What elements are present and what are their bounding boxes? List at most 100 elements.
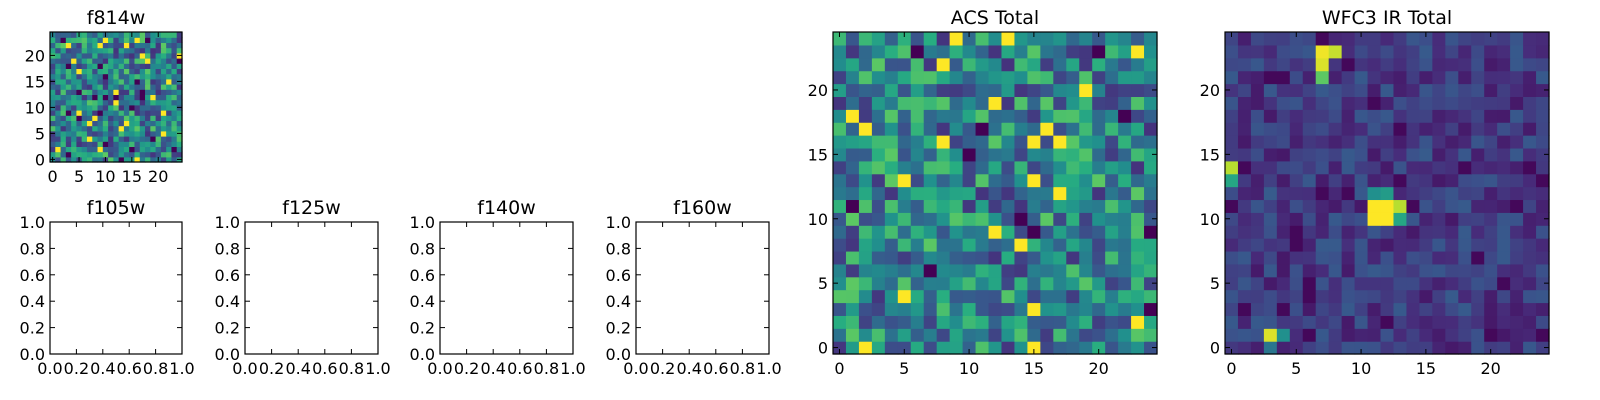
heatmap-cell: [1092, 250, 1106, 265]
heatmap-cell: [65, 37, 72, 43]
heatmap-cell: [134, 136, 141, 142]
heatmap-cell: [1014, 238, 1028, 252]
heatmap-cell: [118, 120, 125, 127]
heatmap-cell: [1484, 32, 1498, 46]
axes-frame: [49, 221, 183, 355]
heatmap-cell: [1341, 122, 1356, 136]
heatmap-cell: [108, 47, 114, 54]
heatmap-cell: [1510, 135, 1524, 149]
heatmap-cell: [1092, 57, 1106, 72]
heatmap-cell: [975, 250, 990, 265]
heatmap-cell: [1118, 173, 1132, 188]
heatmap-cell: [1263, 186, 1278, 201]
heatmap-cell: [1484, 96, 1498, 110]
axes-frame: [49, 31, 183, 163]
heatmap-cell: [1510, 276, 1524, 291]
heatmap-cell: [1144, 276, 1158, 291]
heatmap-cell: [1079, 44, 1093, 59]
heatmap-cell: [1406, 250, 1420, 265]
heatmap-cell: [988, 109, 1003, 123]
heatmap-cell: [1458, 160, 1472, 175]
heatmap-cell: [113, 104, 120, 111]
heatmap-cell: [1393, 302, 1408, 316]
heatmap-cell: [160, 47, 167, 54]
heatmap-cell: [123, 68, 130, 75]
heatmap-cell: [134, 99, 141, 106]
heatmap-cell: [92, 47, 99, 54]
heatmap-cell: [1105, 315, 1119, 329]
heatmap-cell: [936, 302, 951, 316]
heatmap-cell: [60, 110, 67, 116]
heatmap-cell: [1471, 135, 1485, 149]
heatmap-cell: [1289, 83, 1304, 97]
heatmap-cell: [949, 212, 964, 226]
heatmap-cell: [1053, 147, 1067, 162]
heatmap-cell: [1367, 32, 1382, 46]
heatmap-cell: [1341, 173, 1356, 188]
heatmap-cell: [150, 37, 157, 43]
heatmap-cell: [910, 83, 925, 97]
heatmap-cell: [81, 115, 88, 121]
heatmap-cell: [1458, 276, 1472, 291]
heatmap-cell: [1458, 122, 1472, 136]
heatmap-cell: [1105, 302, 1119, 316]
heatmap-cell: [71, 78, 77, 85]
heatmap-cell: [65, 130, 72, 137]
heatmap-cell: [65, 73, 72, 80]
heatmap-cell: [871, 238, 886, 252]
heatmap-cell: [171, 84, 178, 90]
heatmap-cell: [166, 68, 173, 75]
heatmap-cell: [833, 341, 847, 355]
heatmap-cell: [150, 32, 157, 38]
heatmap-cell: [1432, 32, 1446, 46]
heatmap-cell: [171, 120, 178, 127]
heatmap-cell: [1315, 83, 1330, 97]
heatmap-cell: [129, 42, 136, 49]
heatmap-cell: [858, 212, 873, 226]
heatmap-cell: [1367, 44, 1382, 59]
heatmap-cell: [1445, 109, 1459, 123]
heatmap-cell: [139, 120, 146, 127]
heatmap-cell: [50, 146, 56, 153]
heatmap-cell: [936, 173, 951, 188]
heatmap-cell: [139, 136, 146, 142]
heatmap-cell: [1471, 147, 1485, 162]
heatmap-cell: [936, 96, 951, 110]
heatmap-cell: [81, 58, 88, 64]
heatmap-cell: [113, 146, 120, 153]
heatmap-cell: [71, 151, 77, 158]
heatmap-cell: [858, 70, 873, 85]
heatmap-cell: [102, 146, 109, 153]
heatmap-cell: [1250, 70, 1265, 85]
heatmap-cell: [55, 146, 62, 153]
heatmap-cell: [60, 125, 67, 132]
heatmap-cell: [1263, 96, 1278, 110]
heatmap-cell: [1027, 302, 1041, 316]
heatmap-cell: [160, 84, 167, 90]
heatmap-cell: [71, 63, 77, 69]
heatmap-cell: [155, 78, 162, 85]
heatmap-cell: [55, 110, 62, 116]
heatmap-cell: [1380, 147, 1395, 162]
heatmap-cell: [166, 151, 173, 158]
heatmap-cell: [1105, 135, 1119, 149]
heatmap-cell: [1367, 276, 1382, 291]
heatmap-cell: [118, 37, 125, 43]
heatmap-cell: [949, 315, 964, 329]
heatmap-cell: [884, 212, 899, 226]
heatmap-cell: [113, 110, 120, 116]
heatmap-cell: [923, 341, 938, 355]
heatmap-cell: [923, 276, 938, 291]
heatmap-cell: [76, 42, 83, 49]
heatmap-cell: [1289, 70, 1304, 85]
heatmap-cell: [1497, 225, 1511, 239]
heatmap-cell: [1105, 32, 1119, 46]
heatmap-cell: [910, 225, 925, 239]
heatmap-cell: [1406, 147, 1420, 162]
heatmap-cell: [1484, 250, 1498, 265]
heatmap-cell: [1144, 96, 1158, 110]
heatmap-cell: [1328, 302, 1343, 316]
heatmap-cell: [97, 73, 104, 80]
heatmap-cell: [1225, 186, 1239, 201]
heatmap-cell: [1302, 135, 1317, 149]
